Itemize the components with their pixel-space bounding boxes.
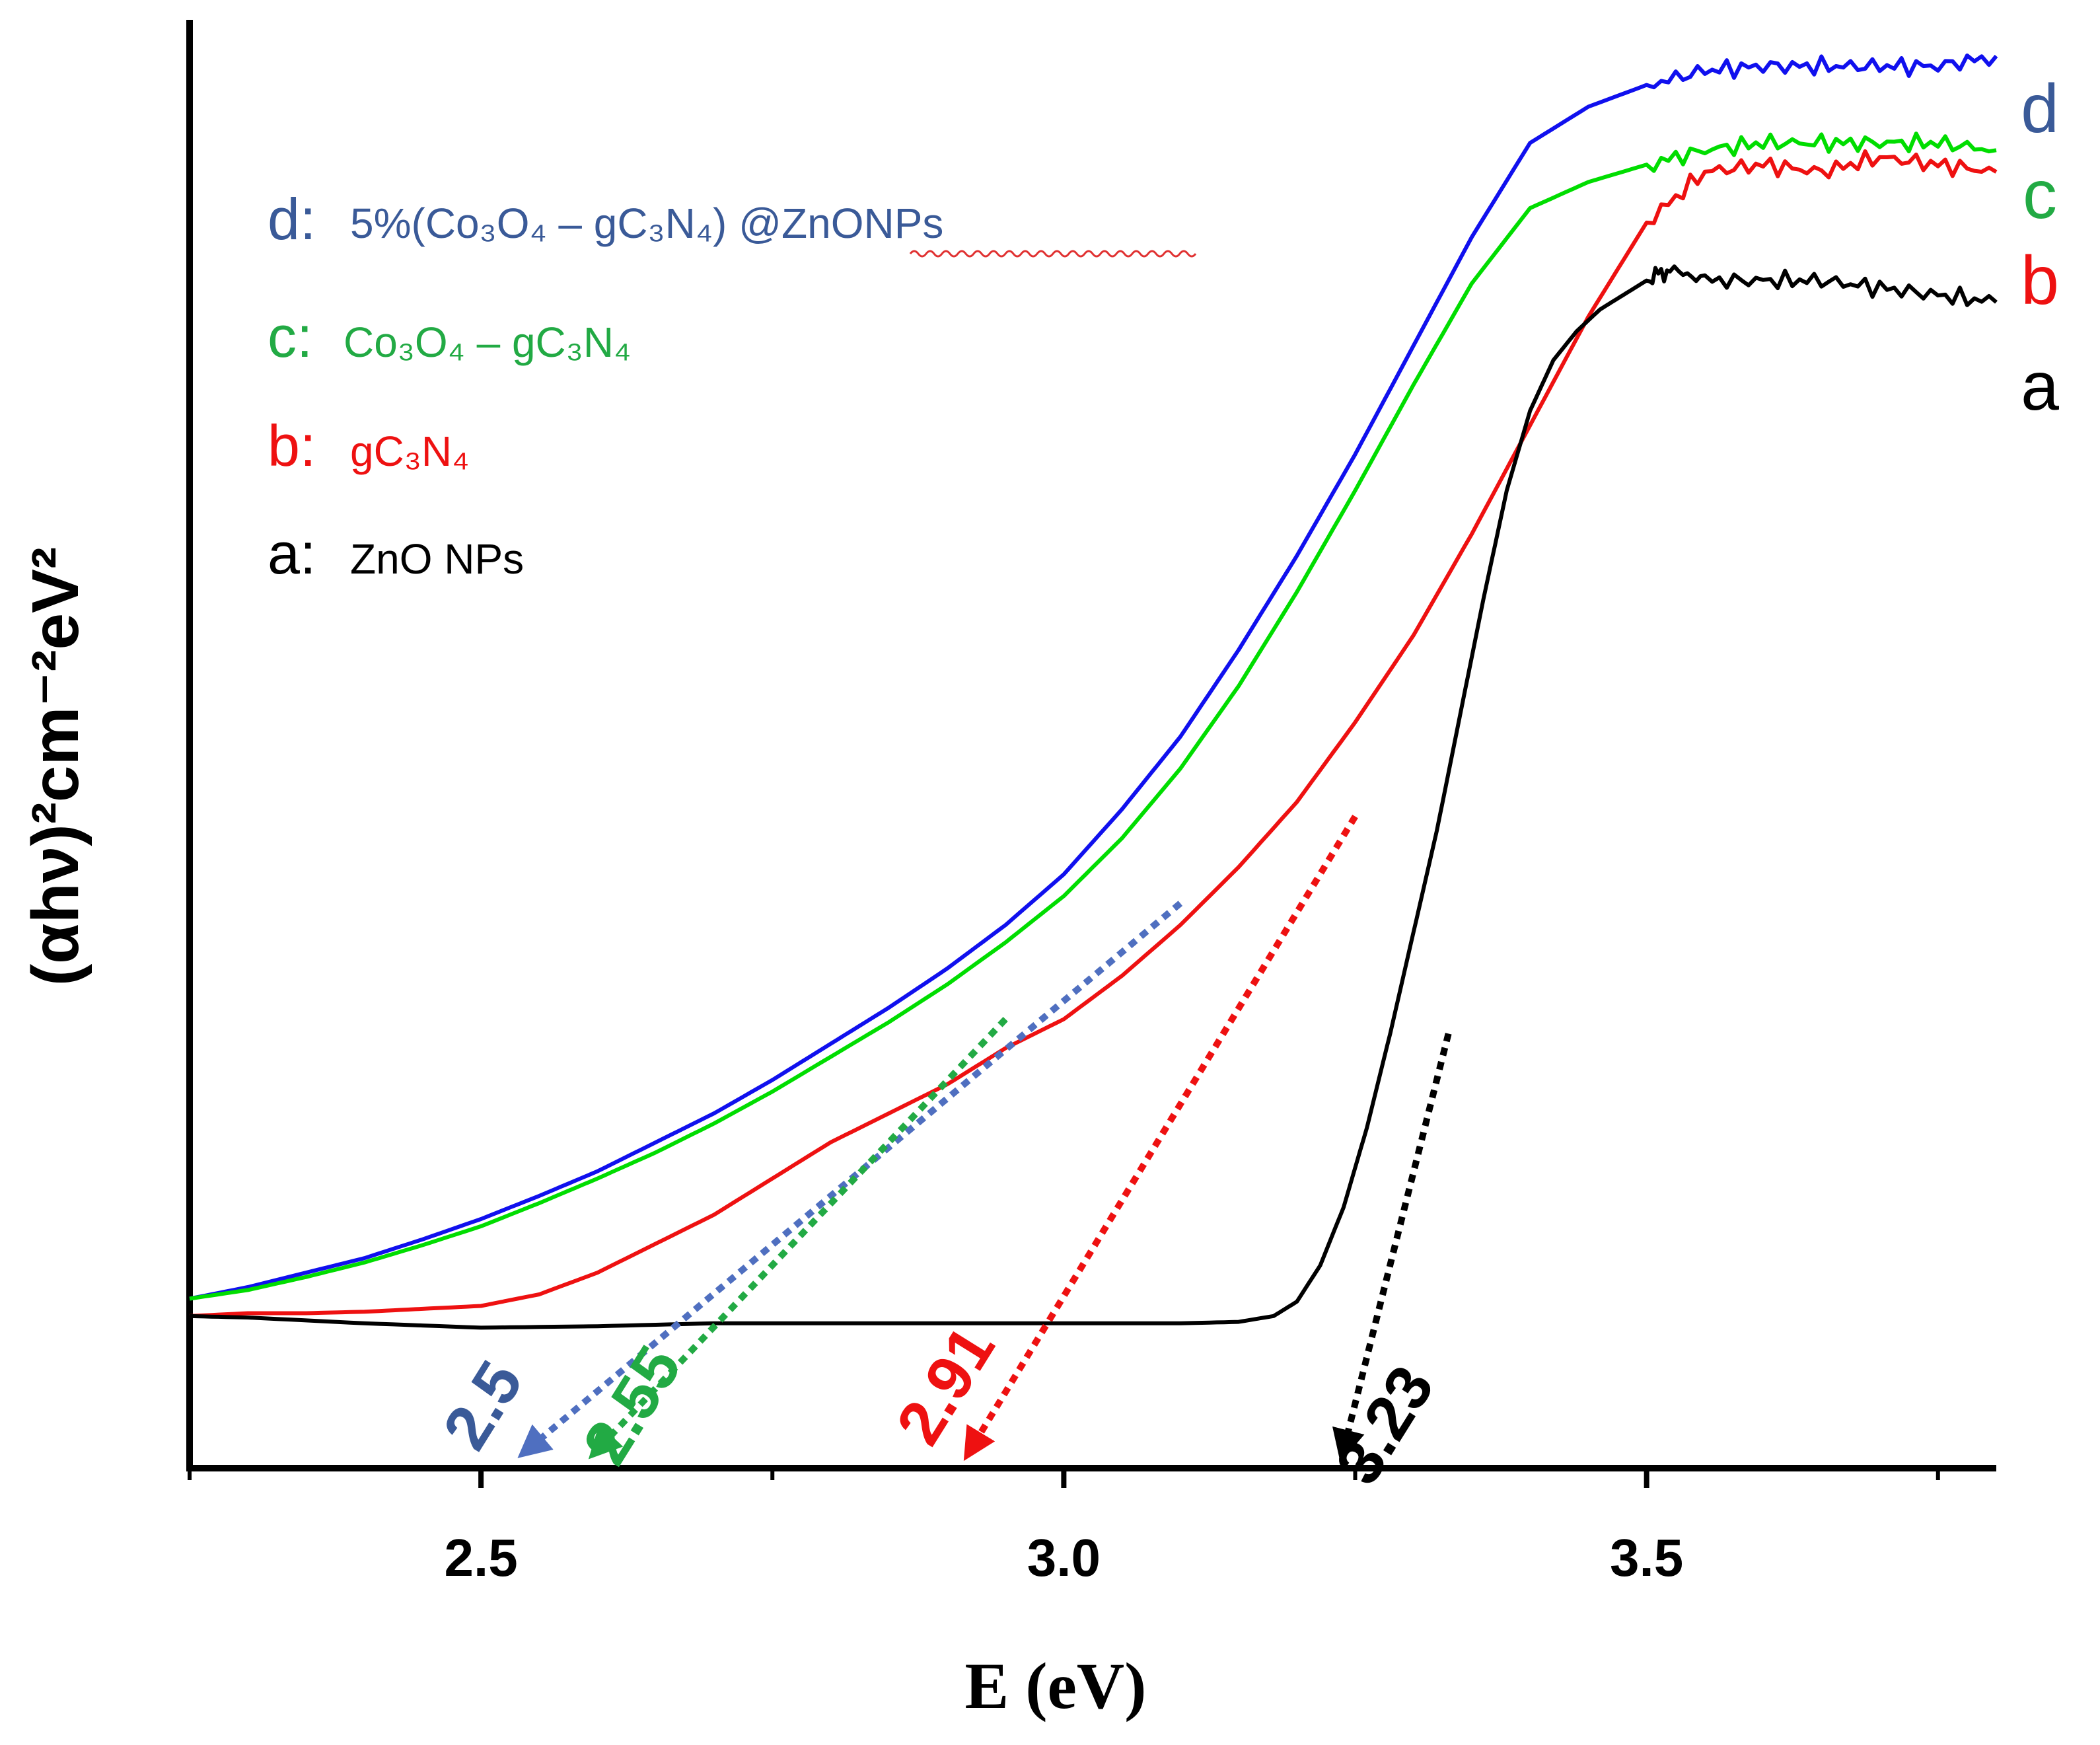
curve-letter-a: a — [2021, 348, 2059, 425]
curve-letter-c: c — [2023, 157, 2057, 233]
legend-key-c: c: — [268, 304, 312, 369]
legend-text-d: 5%(Co₃O₄ – gC₃N₄) @ZnONPs — [350, 200, 943, 247]
legend-entry-c: c: Co₃O₄ – gC₃N₄ — [268, 304, 631, 369]
curve-b — [189, 149, 1998, 1318]
spectrum-curves — [189, 54, 1998, 1330]
curve-letter-d: d — [2021, 71, 2059, 147]
legend-text-b: gC₃N₄ — [350, 427, 469, 475]
legend-entry-d: d: 5%(Co₃O₄ – gC₃N₄) @ZnONPs — [268, 186, 943, 252]
legend-key-d: d: — [268, 186, 316, 252]
legend-key-b: b: — [268, 413, 316, 478]
x-axis-ticks — [188, 1468, 1940, 1488]
x-axis-tick-labels: 2.5 3.0 3.5 — [445, 1528, 1684, 1587]
band-gap-label-d: 2.5 — [429, 1349, 536, 1462]
legend-text-a: ZnO NPs — [350, 535, 524, 583]
arrow-c — [588, 1017, 1008, 1460]
band-gap-label-b: 2.91 — [883, 1314, 1009, 1456]
x-axis-title: E (eV) — [965, 1649, 1147, 1723]
arrow-b — [963, 815, 1358, 1462]
curve-c — [189, 131, 1997, 1301]
band-gap-arrows — [517, 815, 1452, 1463]
legend-key-a: a: — [268, 521, 316, 586]
legend-entry-a: a: ZnO NPs — [268, 521, 524, 586]
spellcheck-underline — [909, 250, 1197, 258]
legend-text-c: Co₃O₄ – gC₃N₄ — [344, 318, 631, 366]
curve-d — [189, 54, 1998, 1301]
legend: d: 5%(Co₃O₄ – gC₃N₄) @ZnONPs c: Co₃O₄ – … — [268, 186, 943, 586]
band-gap-label-a: 3.23 — [1322, 1354, 1447, 1496]
x-tick-label: 3.0 — [1027, 1528, 1101, 1587]
band-gap-label-c: 2.55 — [569, 1334, 695, 1476]
legend-entry-b: b: gC₃N₄ — [268, 413, 469, 478]
curve-letter-b: b — [2021, 242, 2059, 319]
x-tick-label: 3.5 — [1610, 1528, 1683, 1587]
curve-a — [189, 264, 1998, 1330]
x-tick-label: 2.5 — [445, 1528, 518, 1587]
y-axis-title: (αhν)²cm⁻²eV² — [18, 547, 92, 986]
